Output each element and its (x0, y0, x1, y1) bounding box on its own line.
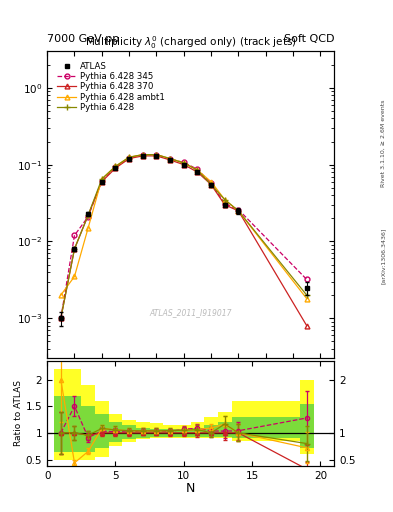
Text: [arXiv:1306.3436]: [arXiv:1306.3436] (381, 228, 386, 284)
Text: Rivet 3.1.10, ≥ 2.6M events: Rivet 3.1.10, ≥ 2.6M events (381, 100, 386, 187)
Legend: ATLAS, Pythia 6.428 345, Pythia 6.428 370, Pythia 6.428 ambt1, Pythia 6.428: ATLAS, Pythia 6.428 345, Pythia 6.428 37… (57, 61, 164, 112)
Text: Soft QCD: Soft QCD (284, 33, 334, 44)
X-axis label: N: N (186, 482, 195, 495)
Y-axis label: Ratio to ATLAS: Ratio to ATLAS (14, 380, 23, 446)
Text: 7000 GeV pp: 7000 GeV pp (47, 33, 119, 44)
Title: Multiplicity $\lambda_{0}^{0}$ (charged only) (track jets): Multiplicity $\lambda_{0}^{0}$ (charged … (85, 34, 296, 51)
Text: ATLAS_2011_I919017: ATLAS_2011_I919017 (149, 308, 232, 317)
